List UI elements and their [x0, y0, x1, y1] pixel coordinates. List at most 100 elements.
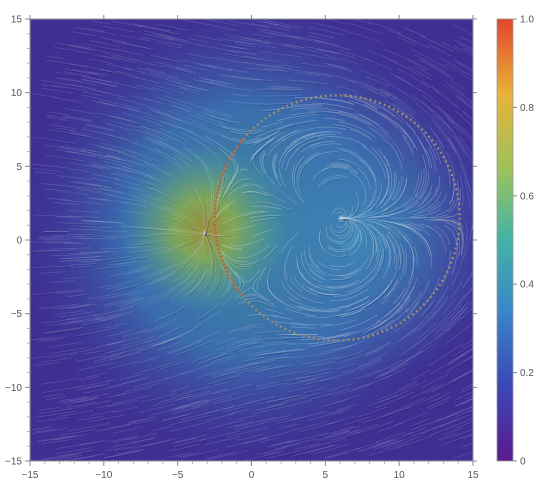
stream-line	[159, 120, 180, 129]
stream-line	[252, 404, 284, 412]
stream-line-shadow	[340, 51, 376, 64]
stream-line-shadow	[208, 354, 229, 362]
x-tick-label: 10	[394, 470, 406, 481]
stream-line	[81, 219, 123, 224]
stream-line	[221, 273, 231, 298]
stream-line	[332, 408, 353, 415]
stream-line	[462, 112, 473, 123]
stream-line	[462, 110, 473, 121]
stream-line	[444, 122, 468, 152]
stream-line	[405, 190, 425, 209]
stream-line	[45, 396, 67, 400]
stream-line-shadow	[284, 336, 326, 339]
stream-line	[109, 378, 145, 388]
stream-line	[186, 231, 206, 268]
stream-line	[150, 54, 171, 61]
stream-line	[436, 105, 463, 132]
stream-line	[401, 326, 419, 340]
stream-line-shadow	[344, 96, 379, 110]
stream-line	[256, 201, 292, 211]
stream-line	[31, 426, 53, 430]
stream-line	[465, 174, 473, 200]
stream-line	[280, 438, 317, 448]
stream-line-shadow	[251, 138, 277, 164]
stream-line	[252, 33, 274, 38]
stream-line-shadow	[143, 74, 184, 85]
stream-line	[391, 181, 400, 201]
stream-line-shadow	[253, 35, 275, 39]
stream-line	[105, 155, 146, 168]
stream-line	[260, 365, 286, 371]
stream-line	[163, 239, 194, 251]
stream-line	[339, 257, 369, 277]
stream-line-shadow	[419, 193, 443, 214]
stream-line	[391, 103, 409, 117]
stream-line	[323, 333, 350, 340]
stream-line-shadow	[412, 419, 442, 432]
stream-line	[94, 256, 131, 261]
stream-line	[193, 153, 209, 169]
stream-line	[308, 245, 320, 269]
stream-line	[80, 150, 121, 161]
stream-line-shadow	[155, 86, 186, 96]
stream-line	[409, 280, 430, 312]
stream-line	[243, 191, 270, 197]
stream-line	[198, 76, 234, 85]
stream-line-shadow	[327, 165, 353, 170]
stream-line	[72, 399, 94, 404]
stream-line	[169, 329, 194, 341]
stream-line	[404, 278, 418, 302]
stream-line	[205, 171, 213, 207]
stream-line	[327, 236, 357, 251]
stream-line	[300, 271, 336, 291]
stream-line-shadow	[241, 294, 270, 303]
stream-line	[226, 325, 257, 335]
stream-line	[93, 306, 134, 317]
stream-line	[387, 234, 396, 255]
stream-line	[273, 152, 278, 178]
y-tick-label: 15	[11, 15, 23, 26]
stream-line	[181, 197, 196, 214]
stream-line	[402, 393, 441, 411]
stream-line	[259, 149, 266, 174]
stream-line	[465, 395, 473, 400]
stream-line	[144, 326, 165, 334]
stream-line	[361, 190, 375, 213]
stream-line	[451, 300, 470, 320]
stream-line	[86, 183, 113, 189]
stream-line	[349, 128, 373, 141]
stream-line	[245, 295, 275, 305]
stream-line	[165, 156, 183, 169]
stream-line-shadow	[84, 351, 106, 356]
stream-line	[105, 155, 126, 162]
stream-line-shadow	[411, 326, 441, 350]
stream-line	[101, 353, 122, 359]
stream-line-shadow	[166, 341, 206, 357]
stream-line	[410, 325, 440, 348]
stream-line-shadow	[370, 353, 390, 363]
stream-line	[386, 82, 418, 103]
stream-line	[199, 265, 213, 294]
stream-line	[241, 61, 283, 68]
stream-line	[55, 71, 77, 77]
stream-line	[96, 312, 122, 320]
stream-line	[103, 296, 139, 306]
stream-line	[179, 168, 200, 193]
stream-line-shadow	[460, 388, 473, 395]
y-tick-label: 0	[16, 236, 22, 247]
x-tick-label: −15	[22, 470, 39, 481]
stream-line	[337, 221, 352, 239]
stream-line	[340, 114, 370, 126]
stream-line-shadow	[360, 116, 391, 136]
stream-line	[38, 435, 75, 443]
stream-line	[284, 375, 311, 382]
stream-line-shadow	[123, 336, 158, 348]
stream-line	[53, 46, 90, 54]
stream-line	[216, 123, 253, 131]
stream-line-shadow	[310, 389, 351, 401]
stream-line	[106, 165, 137, 174]
stream-line-shadow	[153, 339, 174, 348]
stream-line	[361, 82, 391, 97]
stream-line	[417, 191, 432, 207]
stream-line	[196, 43, 238, 53]
